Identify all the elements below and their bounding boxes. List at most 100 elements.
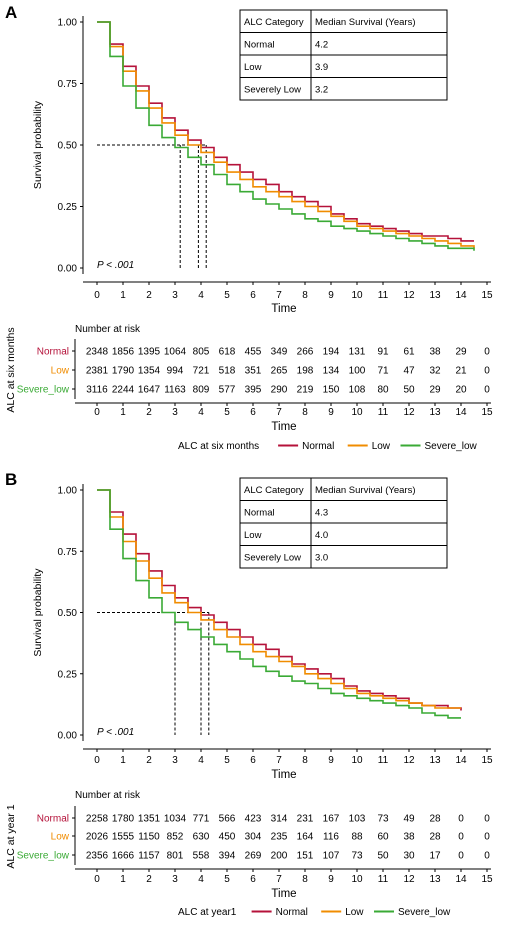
panel-b-risk-value: 38: [403, 832, 415, 843]
panel-a-risk-value: 1790: [112, 366, 135, 377]
panel-a-risk-value: 2348: [86, 347, 109, 358]
panel-a-risk-x-axis-title: Time: [271, 421, 296, 433]
panel-b-risk-value: 1666: [112, 851, 135, 862]
panel-b-risk-x-tick-label: 2: [146, 874, 152, 885]
panel-b-risk-x-tick-label: 3: [172, 874, 178, 885]
panel-b-x-tick-label: 15: [481, 755, 493, 766]
panel-b-legend-title: ALC at year1: [178, 907, 237, 918]
panel-b-legend-label: Low: [345, 907, 364, 918]
panel-b-risk-value: 0: [458, 832, 464, 843]
panel-a-median-table-cell: 3.9: [315, 62, 328, 73]
panel-b-risk-value: 2356: [86, 851, 109, 862]
panel-b-x-tick-label: 2: [146, 755, 152, 766]
panel-b-risk-value: 103: [349, 814, 366, 825]
panel-a-risk-value: 20: [455, 385, 467, 396]
panel-a-risk-value: 29: [455, 347, 467, 358]
panel-a-risk-value: 0: [484, 347, 490, 358]
panel-b-risk-title: Number at risk: [75, 790, 141, 801]
panel-b-risk-value: 164: [297, 832, 314, 843]
panel-b-risk-value: 167: [323, 814, 340, 825]
panel-b-x-tick-label: 1: [120, 755, 126, 766]
panel-b-risk-value: 88: [351, 832, 363, 843]
panel-b-x-tick-label: 13: [429, 755, 441, 766]
panel-b-risk-value: 0: [484, 814, 490, 825]
panel-a-y-tick-label: 0.75: [58, 79, 78, 90]
panel-a-risk-x-tick-label: 4: [198, 407, 204, 418]
panel-a-risk-value: 0: [484, 366, 490, 377]
panel-a-risk-value: 80: [377, 385, 389, 396]
panel-a-risk-value: 219: [297, 385, 314, 396]
panel-a-risk-x-tick-label: 11: [378, 407, 389, 418]
panel-b-risk-value: 30: [403, 851, 415, 862]
panel-a-legend: ALC at six months Normal Low Severe_low: [178, 441, 478, 452]
panel-b-x-tick-label: 11: [378, 755, 389, 766]
panel-a-risk-value: 455: [245, 347, 262, 358]
panel-b-median-table-cell: Severely Low: [244, 553, 301, 564]
panel-b-median-table-cell: Median Survival (Years): [315, 485, 416, 496]
panel-b-risk-value: 49: [403, 814, 415, 825]
panel-b-y-tick-label: 1.00: [58, 486, 78, 497]
panel-a-risk-x-tick-label: 2: [146, 407, 152, 418]
panel-b-risk-x-tick-label: 9: [328, 874, 334, 885]
panel-a-risk-value: 265: [271, 366, 288, 377]
panel-b-x-tick-label: 5: [224, 755, 230, 766]
panel-a-risk-x-tick-label: 8: [302, 407, 308, 418]
panel-a-risk-value: 21: [455, 366, 467, 377]
panel-a-risk-value: 1064: [164, 347, 187, 358]
panel-a-risk-value: 290: [271, 385, 288, 396]
panel-a-y-tick-label: 0.50: [58, 141, 78, 152]
panel-a-risk-value: 994: [167, 366, 184, 377]
panel-a-y-tick-label: 1.00: [58, 18, 78, 29]
panel-a-legend-label: Normal: [302, 441, 334, 452]
panel-a-risk-value: 1647: [138, 385, 161, 396]
panel-a-risk-value: 2244: [112, 385, 135, 396]
panel-b-risk-y-axis-title: ALC at year 1: [5, 804, 17, 868]
panel-b-risk-value: 0: [484, 832, 490, 843]
panel-a-risk-x-tick-label: 15: [481, 407, 493, 418]
panel-b-risk-value: 630: [193, 832, 210, 843]
panel-a-median-table-cell: Severely Low: [244, 85, 301, 96]
panel-a-risk-value: 618: [219, 347, 236, 358]
panel-a-risk-x-tick-label: 12: [403, 407, 415, 418]
panel-b-risk-value: 73: [351, 851, 363, 862]
panel-b-risk-row-name: Normal: [37, 814, 69, 825]
panel-b-risk-value: 1150: [138, 832, 160, 843]
panel-a-x-tick-label: 2: [146, 290, 152, 301]
panel-b-x-tick-label: 7: [276, 755, 282, 766]
panel-b-x-tick-label: 8: [302, 755, 308, 766]
panel-b-risk-x-tick-label: 6: [250, 874, 256, 885]
panel-a-legend-label: Low: [372, 441, 391, 452]
panel-a-risk-x-tick-label: 6: [250, 407, 256, 418]
panel-b-risk-value: 304: [245, 832, 262, 843]
panel-b-p-value: P < .001: [97, 727, 134, 738]
panel-a-risk-value: 2381: [86, 366, 109, 377]
panel-a-risk-value: 805: [193, 347, 210, 358]
panel-b-legend-label: Severe_low: [398, 907, 451, 918]
panel-b-legend: ALC at year1 Normal Low Severe_low: [178, 907, 451, 918]
panel-b-risk-value: 17: [429, 851, 441, 862]
panel-a-risk-value: 108: [349, 385, 366, 396]
panel-a-risk-value: 47: [403, 366, 415, 377]
panel-b-risk-value: 852: [167, 832, 184, 843]
panel-b-risk-value: 801: [167, 851, 184, 862]
panel-a-risk-title: Number at risk: [75, 324, 141, 335]
panel-b-risk-value: 1780: [112, 814, 135, 825]
panel-a-risk-row-name: Normal: [37, 347, 69, 358]
panel-b-x-tick-label: 14: [455, 755, 467, 766]
panel-a-risk-value: 38: [429, 347, 441, 358]
panel-a-risk-value: 266: [297, 347, 314, 358]
panel-a-risk-value: 1856: [112, 347, 135, 358]
panel-b-risk-value: 2026: [86, 832, 109, 843]
panel-b-risk-x-tick-label: 4: [198, 874, 204, 885]
panel-b-risk-value: 0: [458, 851, 464, 862]
panel-b-label: B: [5, 470, 17, 489]
panel-b-risk-value: 231: [297, 814, 314, 825]
panel-b-y-tick-label: 0.75: [58, 547, 78, 558]
panel-b-y-tick-label: 0.50: [58, 608, 78, 619]
panel-b-risk-value: 1351: [138, 814, 161, 825]
panel-b-risk-value: 450: [219, 832, 236, 843]
panel-a-risk-x-tick-label: 13: [429, 407, 441, 418]
panel-a-x-tick-label: 15: [481, 290, 493, 301]
panel-a-risk-x-tick-label: 9: [328, 407, 334, 418]
panel-a-risk-x-tick-label: 1: [120, 407, 126, 418]
